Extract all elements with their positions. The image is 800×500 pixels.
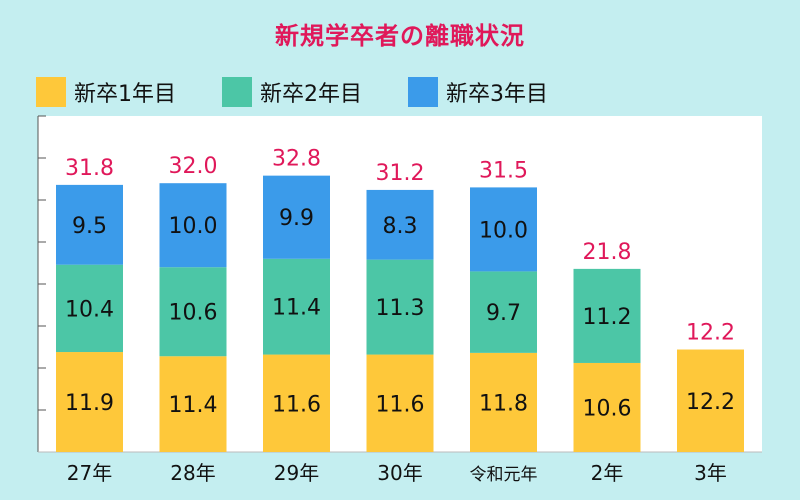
legend-label-year2: 新卒2年目	[260, 82, 362, 107]
bar-segment	[263, 258, 330, 355]
data-label: 11.2	[583, 305, 632, 330]
total-label: 31.2	[376, 161, 425, 186]
data-label: 10.6	[169, 301, 218, 326]
legend-item-year2: 新卒2年目	[222, 76, 362, 108]
legend-item-year3: 新卒3年目	[408, 76, 548, 108]
x-tick-label: 27年	[67, 461, 112, 485]
total-label: 32.8	[272, 147, 321, 172]
data-label: 11.9	[65, 391, 114, 416]
chart-title: 新規学卒者の離職状況	[275, 22, 525, 50]
total-label: 12.2	[686, 321, 735, 346]
data-label: 10.6	[583, 396, 632, 421]
bar-segment	[56, 352, 123, 452]
bar-segment	[366, 189, 434, 260]
bar-segment	[366, 259, 434, 355]
bar-segment	[159, 183, 227, 268]
total-label: 32.0	[169, 154, 218, 179]
bar-segment	[56, 264, 123, 353]
data-label: 9.7	[486, 301, 521, 326]
bar-segment	[470, 187, 537, 272]
x-tick-label: 令和元年	[470, 465, 538, 485]
total-label: 31.5	[479, 158, 528, 183]
legend-item-year1: 新卒1年目	[36, 76, 176, 108]
legend-label-year3: 新卒3年目	[446, 82, 548, 107]
legend-label-year1: 新卒1年目	[74, 82, 176, 107]
data-label: 8.3	[383, 214, 418, 239]
total-label: 31.8	[65, 156, 114, 181]
bar-segment	[573, 268, 641, 363]
bar-segment	[56, 184, 123, 265]
bar-segment	[470, 352, 537, 452]
bar-segment	[573, 362, 641, 452]
legend-swatch-year3	[408, 77, 438, 107]
bar-segment	[677, 349, 744, 452]
data-label: 10.4	[65, 297, 114, 322]
data-label: 11.3	[376, 296, 425, 321]
x-tick-label: 30年	[377, 461, 422, 485]
data-label: 10.0	[169, 214, 218, 239]
data-label: 11.6	[376, 392, 425, 417]
data-label: 11.8	[479, 391, 528, 416]
bar-segment	[366, 354, 434, 452]
x-tick-label: 29年	[274, 461, 319, 485]
bar-segment	[263, 354, 330, 452]
data-label: 10.0	[479, 218, 528, 243]
x-tick-label: 28年	[170, 461, 215, 485]
bar-segment	[159, 356, 227, 452]
bar-segment	[263, 175, 330, 259]
data-label: 11.4	[169, 393, 218, 418]
x-tick-label: 2年	[591, 461, 624, 485]
total-label: 21.8	[583, 240, 632, 265]
data-label: 11.6	[272, 392, 321, 417]
bar-segment	[470, 271, 537, 353]
bar-segment	[159, 267, 227, 357]
legend-swatch-year1	[36, 77, 66, 107]
x-tick-label: 3年	[694, 461, 727, 485]
chart-legend: 新卒1年目 新卒2年目 新卒3年目	[36, 76, 594, 108]
data-label: 12.2	[686, 390, 735, 415]
data-label: 11.4	[272, 296, 321, 321]
data-label: 9.5	[72, 214, 107, 239]
data-label: 9.9	[279, 206, 314, 231]
legend-swatch-year2	[222, 77, 252, 107]
